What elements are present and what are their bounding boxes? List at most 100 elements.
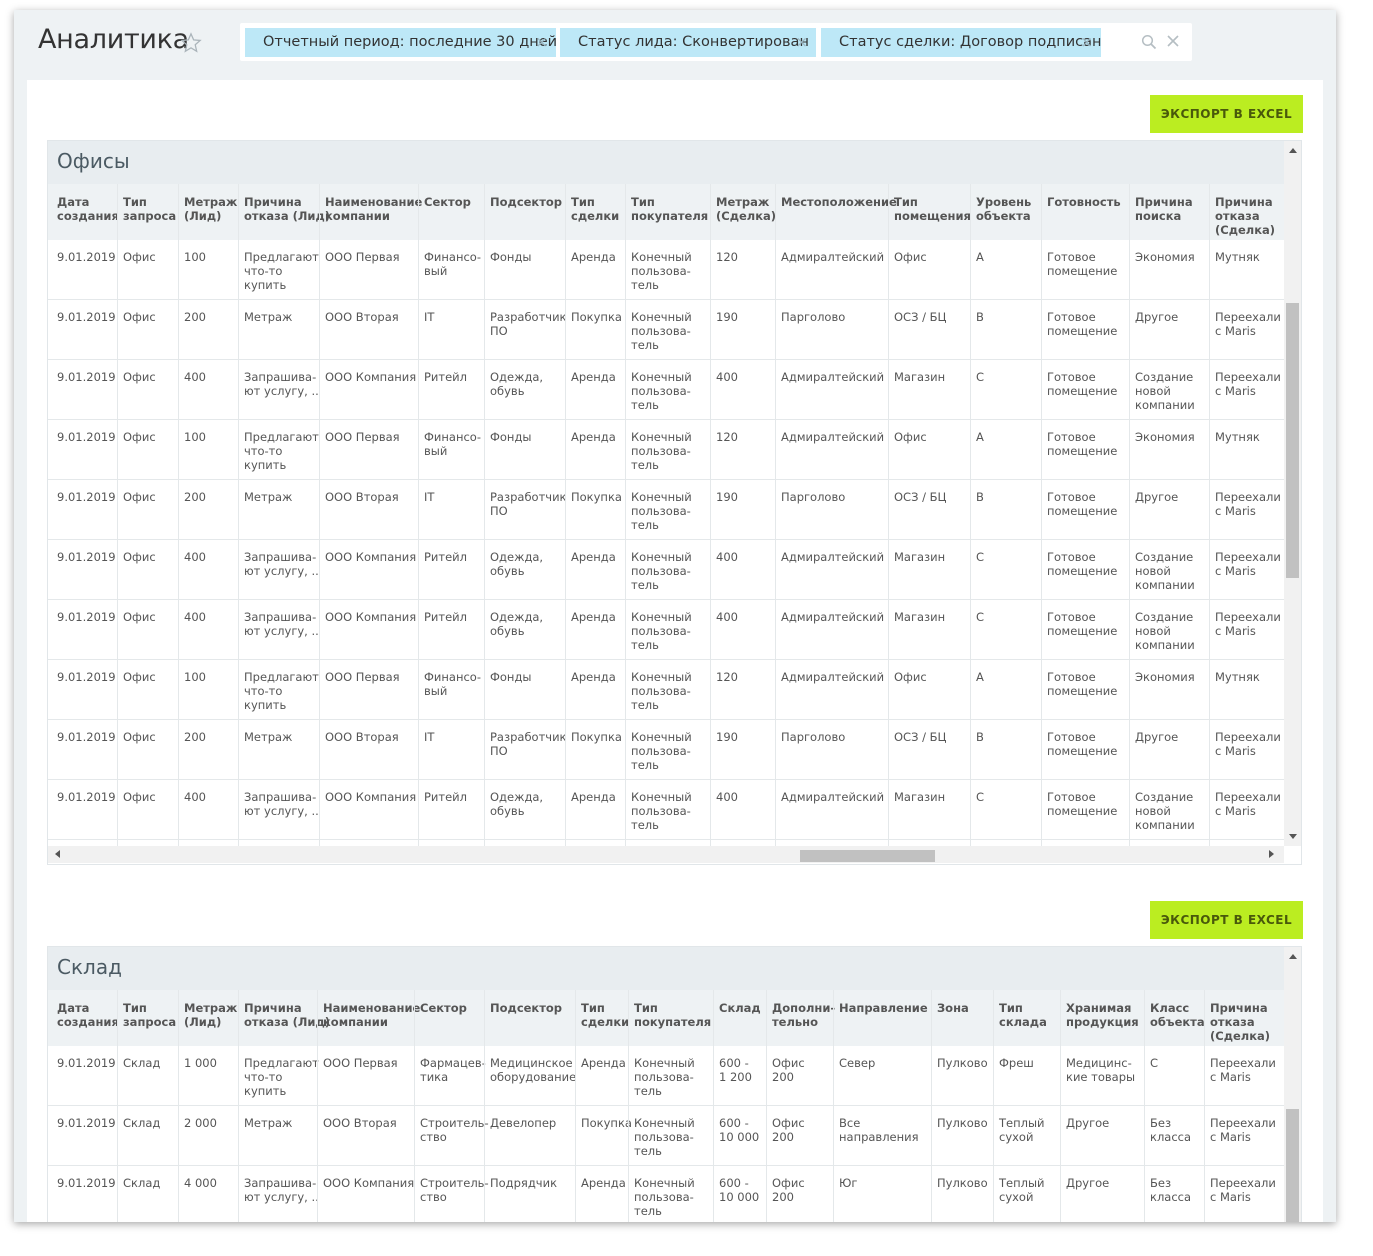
column-header[interactable]: Причина отказа (Сделка) bbox=[1210, 1001, 1271, 1043]
table-row[interactable]: 9.01.2019 Офис 100 Предлагают что-то купить… bbox=[48, 660, 1284, 720]
table-cell: Готовое помещение bbox=[1047, 250, 1118, 278]
table-row[interactable]: 9.01.2019 Офис 100 Предлагают что-то купить… bbox=[48, 420, 1284, 480]
table-row[interactable]: 9.01.2019 Офис 200 Метраж ООО Вторая IT Разраб… bbox=[48, 720, 1284, 780]
column-divider bbox=[993, 990, 994, 1222]
table-cell: 9.01.2019 bbox=[57, 1116, 116, 1130]
table-row[interactable]: 9.01.2019 Офис 400 Запрашива- ют услугу, ..… bbox=[48, 540, 1284, 600]
column-header[interactable]: Сектор bbox=[424, 195, 471, 209]
table-row[interactable]: 9.01.2019 Офис 400 Запрашива- ют услугу, ..… bbox=[48, 780, 1284, 840]
table-row[interactable]: 9.01.2019 Склад 2 000 Метраж ООО Вторая Строи… bbox=[48, 1106, 1284, 1166]
table-cell: Переехали с Maris bbox=[1215, 490, 1281, 518]
table-row[interactable]: 9.01.2019 Склад 4 000 Запрашива- ют услугу,… bbox=[48, 1166, 1284, 1222]
table-row[interactable]: 9.01.2019 Офис 100 Предлагают что-то купить… bbox=[48, 240, 1284, 300]
scroll-up-icon[interactable] bbox=[1289, 954, 1297, 959]
filter-bar[interactable]: Отчетный период: последние 30 дней × Ста… bbox=[240, 23, 1192, 61]
horizontal-scrollbar[interactable] bbox=[48, 846, 1284, 863]
column-divider bbox=[575, 990, 576, 1222]
table-row[interactable]: 9.01.2019 Офис 200 Метраж ООО Вторая IT Разраб… bbox=[48, 300, 1284, 360]
close-icon[interactable]: × bbox=[535, 33, 548, 51]
close-icon[interactable]: × bbox=[1080, 33, 1093, 51]
column-header[interactable]: Класс объекта bbox=[1150, 1001, 1205, 1029]
table-cell: Готовое помещение bbox=[1047, 670, 1118, 698]
column-header[interactable]: Уровень объекта bbox=[976, 195, 1032, 223]
table-cell: Конечный пользова- тель bbox=[631, 790, 692, 832]
column-header[interactable]: Наименование компании bbox=[325, 195, 423, 223]
column-header[interactable]: Подсектор bbox=[490, 1001, 563, 1015]
search-icon[interactable] bbox=[1141, 34, 1157, 50]
table-cell: 400 bbox=[184, 370, 206, 384]
table-cell: Фонды bbox=[490, 670, 532, 684]
column-header[interactable]: Метраж (Сделка) bbox=[716, 195, 777, 223]
table-cell: Все направления bbox=[839, 1116, 919, 1144]
column-header[interactable]: Зона bbox=[937, 1001, 969, 1015]
column-header[interactable]: Дата создания bbox=[57, 1001, 119, 1029]
export-excel-button[interactable]: ЭКСПОРТ В EXCEL bbox=[1150, 901, 1303, 939]
scroll-down-icon[interactable] bbox=[1289, 834, 1297, 839]
scroll-left-icon[interactable] bbox=[55, 850, 60, 858]
column-header[interactable]: Хранимая продукция bbox=[1066, 1001, 1139, 1029]
table-cell: Аренда bbox=[581, 1056, 626, 1070]
filter-chip-period[interactable]: Отчетный период: последние 30 дней × bbox=[245, 28, 557, 57]
table-header: Дата создания Тип запроса Метраж (Лид) Прич… bbox=[48, 184, 1284, 240]
column-header[interactable]: Местоположение bbox=[781, 195, 897, 209]
table-row[interactable]: 9.01.2019 Офис 400 Запрашива- ют услугу, ..… bbox=[48, 360, 1284, 420]
panel-title: Офисы bbox=[57, 149, 130, 173]
column-header[interactable]: Тип запроса bbox=[123, 1001, 177, 1029]
table-cell: Аренда bbox=[571, 670, 616, 684]
scrollbar-thumb[interactable] bbox=[1286, 1109, 1299, 1222]
close-icon[interactable]: × bbox=[795, 33, 808, 51]
column-header[interactable]: Тип склада bbox=[999, 1001, 1047, 1029]
scroll-up-icon[interactable] bbox=[1289, 148, 1297, 153]
table-cell: B bbox=[976, 730, 984, 744]
table-cell: Запрашива- ют услугу, .. bbox=[244, 550, 319, 578]
column-header[interactable]: Причина отказа (Лид) bbox=[244, 1001, 330, 1029]
column-header[interactable]: Метраж (Лид) bbox=[184, 195, 238, 223]
table-row[interactable]: 9.01.2019 Офис 200 Метраж ООО Вторая IT Разраб… bbox=[48, 480, 1284, 540]
table-cell: Склад bbox=[123, 1116, 161, 1130]
column-header[interactable]: Тип сделки bbox=[571, 195, 620, 223]
column-header[interactable]: Причина отказа (Сделка) bbox=[1215, 195, 1276, 237]
filter-chip-lead-status[interactable]: Статус лида: Сконвертирован × bbox=[560, 28, 816, 57]
column-header[interactable]: Дополни- тельно bbox=[772, 1001, 836, 1029]
column-header[interactable]: Причина отказа (Лид) bbox=[244, 195, 330, 223]
column-divider bbox=[625, 184, 626, 846]
column-header[interactable]: Сектор bbox=[420, 1001, 467, 1015]
export-excel-button[interactable]: ЭКСПОРТ В EXCEL bbox=[1150, 95, 1303, 133]
column-header[interactable]: Причина поиска bbox=[1135, 195, 1193, 223]
vertical-scrollbar[interactable] bbox=[1284, 947, 1301, 1222]
column-divider bbox=[710, 184, 711, 846]
scrollbar-thumb[interactable] bbox=[1286, 303, 1299, 578]
column-header[interactable]: Метраж (Лид) bbox=[184, 1001, 238, 1029]
column-header[interactable]: Тип сделки bbox=[581, 1001, 630, 1029]
table-cell: 400 bbox=[716, 550, 738, 564]
star-icon[interactable] bbox=[180, 32, 202, 54]
column-divider bbox=[931, 990, 932, 1222]
column-header[interactable]: Дата создания bbox=[57, 195, 119, 223]
column-header[interactable]: Тип помещения bbox=[894, 195, 971, 223]
table-cell: 9.01.2019 bbox=[57, 730, 116, 744]
column-header[interactable]: Подсектор bbox=[490, 195, 563, 209]
column-header[interactable]: Направление bbox=[839, 1001, 928, 1015]
table-cell: 200 bbox=[184, 490, 206, 504]
clear-filter-icon[interactable] bbox=[1165, 33, 1181, 49]
vertical-scrollbar[interactable] bbox=[1284, 141, 1301, 846]
scroll-right-icon[interactable] bbox=[1269, 850, 1274, 858]
scrollbar-thumb[interactable] bbox=[800, 850, 935, 862]
table-row[interactable]: 9.01.2019 Склад 1 000 Предлагают что-то куп… bbox=[48, 1046, 1284, 1106]
column-header[interactable]: Склад bbox=[719, 1001, 761, 1015]
table-cell: Другое bbox=[1135, 310, 1179, 324]
table-cell: Адмиралтейский bbox=[781, 550, 885, 564]
table-row[interactable]: 9.01.2019 Офис 400 Запрашива- ют услугу, ..… bbox=[48, 600, 1284, 660]
column-header[interactable]: Готовность bbox=[1047, 195, 1121, 209]
column-header[interactable]: Тип запроса bbox=[123, 195, 177, 223]
table-cell: Создание новой компании bbox=[1135, 790, 1195, 832]
column-header[interactable]: Тип покупателя bbox=[631, 195, 709, 223]
table-cell: Магазин bbox=[894, 370, 946, 384]
table-cell: Склад bbox=[123, 1176, 161, 1190]
column-header[interactable]: Наименование компании bbox=[323, 1001, 421, 1029]
column-header[interactable]: Тип покупателя bbox=[634, 1001, 712, 1029]
filter-chip-deal-status[interactable]: Статус сделки: Договор подписан × bbox=[821, 28, 1101, 57]
table-cell: Магазин bbox=[894, 790, 946, 804]
table-cell: Пулково bbox=[937, 1056, 988, 1070]
column-divider bbox=[1209, 184, 1210, 846]
